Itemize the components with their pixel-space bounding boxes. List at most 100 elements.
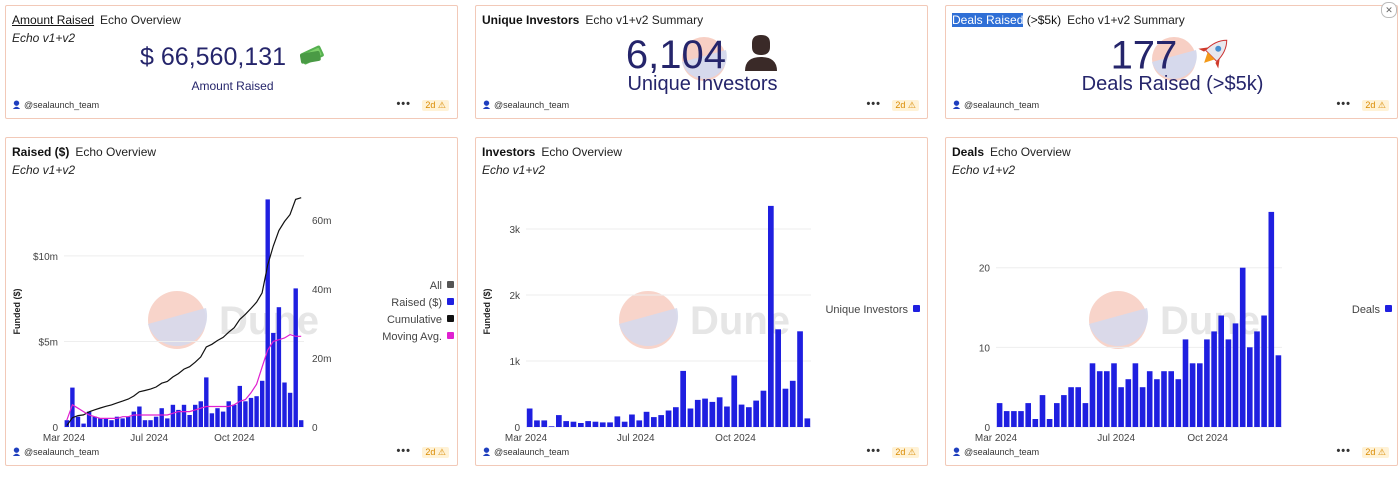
y2-tick-label: 40m bbox=[312, 285, 331, 296]
legend-label: All bbox=[430, 280, 442, 292]
dashboard-link[interactable]: Echo Overview bbox=[541, 145, 623, 159]
bar bbox=[70, 387, 75, 427]
bar bbox=[248, 397, 254, 427]
query-title-suffix: (>$5k) bbox=[1026, 13, 1062, 27]
dune-logo-watermark bbox=[1152, 37, 1197, 81]
bar bbox=[1111, 363, 1117, 427]
y-tick-label: 0 bbox=[52, 423, 58, 434]
dashboard-link[interactable]: Echo Overview bbox=[100, 13, 181, 27]
user-icon bbox=[482, 447, 491, 456]
bar bbox=[673, 407, 679, 427]
rocket-icon bbox=[1194, 33, 1234, 83]
refresh-age-badge[interactable]: 2d ⚠ bbox=[892, 447, 919, 458]
bar bbox=[1225, 339, 1232, 427]
refresh-age-badge[interactable]: 2d ⚠ bbox=[892, 100, 919, 111]
investors-chart: Dune 0 1k 2k 3k Funded ($) Mar 2024 Jul 2024 Oct… bbox=[482, 205, 920, 444]
author-link[interactable]: @sealaunch_team bbox=[482, 100, 569, 110]
card-header: Amount Raised Echo Overview bbox=[12, 13, 181, 27]
bar bbox=[81, 423, 86, 427]
y-tick-label: $10m bbox=[33, 252, 58, 263]
author-name: @sealaunch_team bbox=[964, 447, 1040, 457]
bar bbox=[181, 404, 187, 427]
raised-chart: Dune 0 $5m $10m Funded ($) Mar 2024 Jul 2024 Oc… bbox=[12, 197, 454, 444]
bar bbox=[293, 288, 298, 427]
bar bbox=[724, 406, 730, 427]
y-axis-label: Funded ($) bbox=[12, 289, 22, 335]
bar bbox=[120, 418, 125, 427]
card-footer: @sealaunch_team ••• 2d ⚠ bbox=[952, 445, 1389, 461]
bar bbox=[287, 392, 293, 427]
bar bbox=[1025, 403, 1031, 427]
dune-logo-shade bbox=[148, 308, 208, 347]
refresh-age-badge[interactable]: 2d ⚠ bbox=[1362, 100, 1389, 111]
bar bbox=[170, 404, 176, 427]
author-link[interactable]: @sealaunch_team bbox=[952, 447, 1039, 457]
more-options-button[interactable]: ••• bbox=[866, 445, 881, 457]
bar bbox=[215, 408, 220, 427]
x-tick-label: Mar 2024 bbox=[43, 433, 86, 444]
bar bbox=[153, 416, 159, 427]
bar bbox=[1247, 347, 1253, 427]
author-link[interactable]: @sealaunch_team bbox=[12, 447, 99, 457]
query-title-link[interactable]: Investors bbox=[482, 145, 536, 159]
x-tick-label: Jul 2024 bbox=[1097, 433, 1135, 444]
query-title-link[interactable]: Deals bbox=[952, 145, 985, 159]
counter-label: Deals Raised (>$5k) bbox=[1081, 73, 1264, 95]
bar bbox=[276, 307, 282, 427]
counter-card-deals-raised: Deals Raised (>$5k) Echo v1+v2 Summary 17… bbox=[945, 2, 1398, 119]
bar bbox=[643, 411, 650, 427]
dashboard-link[interactable]: Echo v1+v2 Summary bbox=[1067, 13, 1185, 27]
more-options-button[interactable]: ••• bbox=[866, 98, 881, 110]
close-icon[interactable]: ✕ bbox=[1381, 2, 1397, 18]
bar bbox=[1046, 419, 1053, 427]
query-title-link[interactable]: Raised ($) bbox=[12, 145, 70, 159]
y-tick-label: $5m bbox=[39, 337, 58, 348]
y2-tick-label: 20m bbox=[312, 354, 331, 365]
refresh-age-badge[interactable]: 2d ⚠ bbox=[1362, 447, 1389, 458]
bar bbox=[541, 420, 548, 427]
refresh-age-badge[interactable]: 2d ⚠ bbox=[422, 447, 449, 458]
more-options-button[interactable]: ••• bbox=[1336, 98, 1351, 110]
legend-swatch bbox=[913, 305, 920, 312]
y-tick-label: 2k bbox=[509, 291, 521, 302]
bar bbox=[658, 415, 664, 427]
query-title-link[interactable]: Amount Raised bbox=[12, 13, 95, 27]
bar bbox=[92, 416, 97, 427]
bar bbox=[1132, 363, 1139, 427]
user-icon bbox=[952, 447, 961, 456]
bar bbox=[1261, 315, 1267, 427]
dashboard-link[interactable]: Echo Overview bbox=[75, 145, 157, 159]
bar bbox=[64, 420, 69, 427]
dashboard-link[interactable]: Echo Overview bbox=[990, 145, 1071, 159]
author-link[interactable]: @sealaunch_team bbox=[12, 100, 99, 110]
bar bbox=[159, 408, 164, 427]
author-link[interactable]: @sealaunch_team bbox=[482, 447, 569, 457]
query-title-link[interactable]: Deals Raised bbox=[952, 13, 1024, 27]
more-options-button[interactable]: ••• bbox=[396, 445, 411, 457]
refresh-age-badge[interactable]: 2d ⚠ bbox=[422, 100, 449, 111]
counter-card-amount-raised: Amount Raised Echo Overview Echo v1+v2 $ … bbox=[5, 5, 458, 119]
bar bbox=[599, 422, 606, 427]
bar bbox=[1096, 371, 1103, 427]
bar bbox=[98, 418, 103, 427]
counter-card-unique-investors: Unique Investors Echo v1+v2 Summary 6,104… bbox=[475, 5, 928, 119]
author-link[interactable]: @sealaunch_team bbox=[952, 100, 1039, 110]
card-footer: @sealaunch_team ••• 2d ⚠ bbox=[952, 98, 1389, 114]
bar bbox=[804, 418, 811, 427]
y2-tick-label: 60m bbox=[312, 216, 331, 227]
author-name: @sealaunch_team bbox=[24, 100, 100, 110]
bar bbox=[204, 377, 209, 427]
card-subtitle: Echo v1+v2 bbox=[952, 163, 1016, 177]
bar bbox=[1104, 371, 1110, 427]
query-title-link[interactable]: Unique Investors bbox=[482, 13, 580, 27]
more-options-button[interactable]: ••• bbox=[396, 98, 411, 110]
counter-label: Amount Raised bbox=[191, 79, 274, 93]
bar bbox=[265, 199, 270, 427]
card-footer: @sealaunch_team ••• 2d ⚠ bbox=[12, 445, 449, 461]
more-options-button[interactable]: ••• bbox=[1336, 445, 1351, 457]
money-icon bbox=[299, 44, 325, 73]
legend-label: Unique Investors bbox=[825, 304, 908, 316]
dashboard-link[interactable]: Echo v1+v2 Summary bbox=[585, 13, 704, 27]
author-name: @sealaunch_team bbox=[494, 447, 570, 457]
